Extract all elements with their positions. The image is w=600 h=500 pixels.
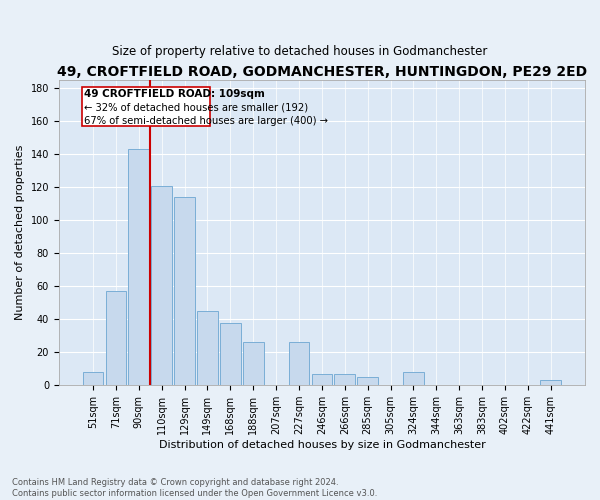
Y-axis label: Number of detached properties: Number of detached properties — [15, 145, 25, 320]
Bar — [311, 374, 332, 385]
Bar — [334, 374, 355, 385]
Bar — [128, 150, 149, 385]
Bar — [403, 372, 424, 385]
FancyBboxPatch shape — [82, 87, 210, 126]
Text: Contains HM Land Registry data © Crown copyright and database right 2024.
Contai: Contains HM Land Registry data © Crown c… — [12, 478, 377, 498]
Bar — [243, 342, 263, 385]
Bar — [83, 372, 103, 385]
Bar — [151, 186, 172, 385]
Text: Size of property relative to detached houses in Godmanchester: Size of property relative to detached ho… — [112, 45, 488, 58]
Title: 49, CROFTFIELD ROAD, GODMANCHESTER, HUNTINGDON, PE29 2ED: 49, CROFTFIELD ROAD, GODMANCHESTER, HUNT… — [57, 65, 587, 79]
Bar — [358, 377, 378, 385]
Text: ← 32% of detached houses are smaller (192): ← 32% of detached houses are smaller (19… — [84, 102, 308, 113]
Bar — [541, 380, 561, 385]
Text: 67% of semi-detached houses are larger (400) →: 67% of semi-detached houses are larger (… — [84, 116, 328, 126]
Bar — [174, 197, 195, 385]
Bar — [197, 311, 218, 385]
Bar — [289, 342, 309, 385]
X-axis label: Distribution of detached houses by size in Godmanchester: Distribution of detached houses by size … — [158, 440, 485, 450]
Text: 49 CROFTFIELD ROAD: 109sqm: 49 CROFTFIELD ROAD: 109sqm — [84, 89, 265, 99]
Bar — [106, 291, 126, 385]
Bar — [220, 322, 241, 385]
